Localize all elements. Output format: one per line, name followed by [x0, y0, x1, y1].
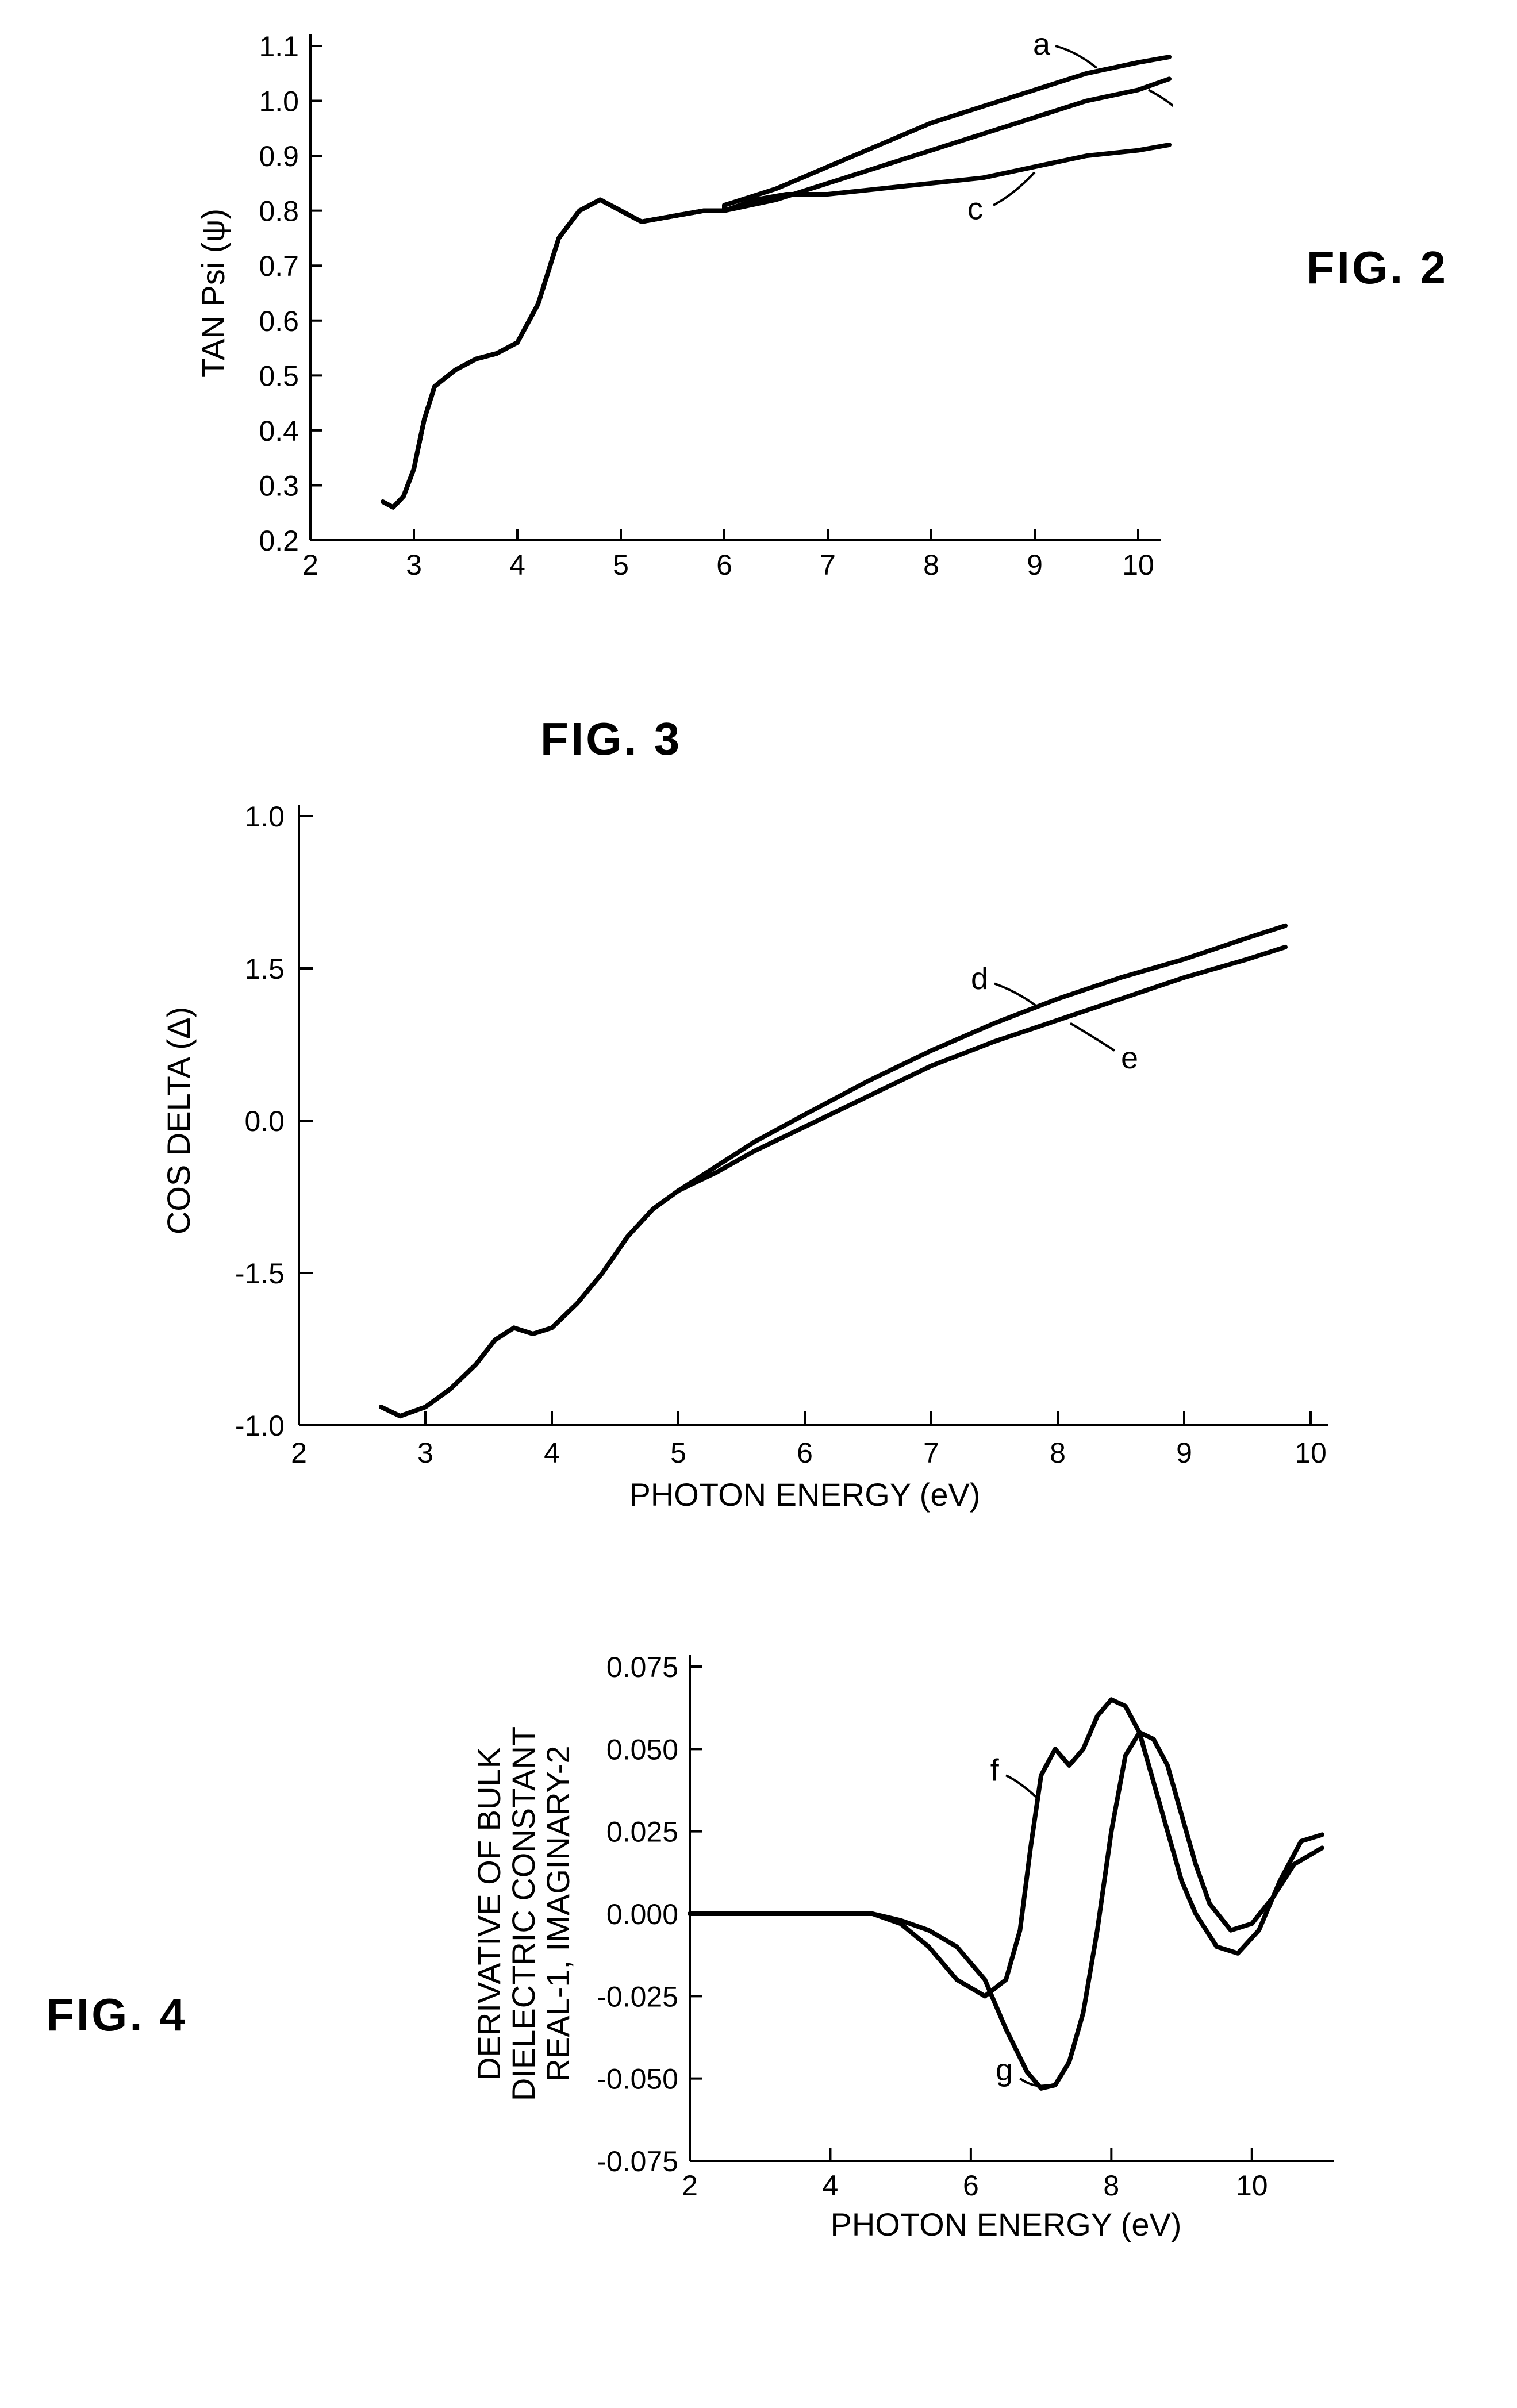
svg-text:0.050: 0.050 — [606, 1733, 678, 1765]
svg-text:0.000: 0.000 — [606, 1898, 678, 1930]
svg-text:-0.025: -0.025 — [597, 1980, 678, 2013]
fig3-series-d — [381, 926, 1285, 1416]
fig2-label-c: c — [967, 192, 983, 226]
svg-text:DIELECTRIC CONSTANT: DIELECTRIC CONSTANT — [505, 1726, 541, 2101]
svg-text:6: 6 — [963, 2169, 979, 2202]
svg-text:8: 8 — [923, 549, 939, 581]
svg-text:4: 4 — [509, 549, 525, 581]
svg-text:2: 2 — [302, 549, 318, 581]
svg-text:REAL-1, IMAGINARY-2: REAL-1, IMAGINARY-2 — [540, 1745, 576, 2082]
svg-text:4: 4 — [544, 1437, 560, 1469]
svg-text:-0.050: -0.050 — [597, 2063, 678, 2095]
svg-text:5: 5 — [613, 549, 629, 581]
svg-text:-1.0: -1.0 — [235, 1410, 285, 1442]
svg-text:2: 2 — [291, 1437, 307, 1469]
svg-text:0.075: 0.075 — [606, 1651, 678, 1683]
svg-text:0.5: 0.5 — [259, 360, 299, 392]
fig3-series-e — [381, 947, 1285, 1416]
svg-text:3: 3 — [406, 549, 422, 581]
svg-text:0.025: 0.025 — [606, 1816, 678, 1848]
svg-text:0.3: 0.3 — [259, 470, 299, 502]
fig2-label: FIG. 2 — [1307, 241, 1448, 294]
fig4-block: FIG. 4 2 4 6 8 10 -0.075 -0.050 -0.025 0.000 0.02… — [23, 1632, 1494, 2264]
svg-text:-1.5: -1.5 — [235, 1257, 285, 1290]
svg-text:6: 6 — [716, 549, 732, 581]
svg-text:-0.075: -0.075 — [597, 2145, 678, 2178]
fig4-series-g — [690, 1733, 1322, 2088]
svg-text:0.4: 0.4 — [259, 415, 299, 447]
svg-text:8: 8 — [1103, 2169, 1119, 2202]
svg-text:8: 8 — [1050, 1437, 1066, 1469]
svg-text:10: 10 — [1122, 549, 1154, 581]
fig2-label-a: a — [1033, 27, 1051, 61]
fig3-label-e: e — [1121, 1041, 1138, 1075]
fig3-chart: 2 3 4 5 6 7 8 9 10 -1.0 -1.5 0.0 1.5 1.0 COS DELTA (Δ)… — [149, 782, 1357, 1529]
svg-text:DERIVATIVE OF BULK: DERIVATIVE OF BULK — [471, 1747, 507, 2080]
svg-text:6: 6 — [797, 1437, 813, 1469]
svg-text:1.5: 1.5 — [244, 953, 285, 985]
svg-text:4: 4 — [823, 2169, 839, 2202]
svg-text:1.0: 1.0 — [259, 86, 299, 118]
svg-text:10: 10 — [1236, 2169, 1268, 2202]
fig4-chart: 2 4 6 8 10 -0.075 -0.050 -0.025 0.000 0.025 0.050 0… — [425, 1632, 1345, 2264]
fig2-series-b — [383, 79, 1169, 507]
fig3-label-d: d — [971, 961, 988, 996]
svg-text:10: 10 — [1295, 1437, 1327, 1469]
fig4-label-f: f — [990, 1753, 1000, 1787]
svg-text:COS DELTA (Δ): COS DELTA (Δ) — [160, 1007, 197, 1234]
svg-text:1.1: 1.1 — [259, 30, 299, 63]
fig2-series-a — [383, 57, 1169, 507]
svg-text:0.0: 0.0 — [244, 1105, 285, 1137]
svg-text:9: 9 — [1176, 1437, 1192, 1469]
svg-text:0.9: 0.9 — [259, 140, 299, 172]
svg-text:9: 9 — [1027, 549, 1043, 581]
svg-text:TAN Psi (ψ): TAN Psi (ψ) — [195, 209, 231, 378]
fig3-block: FIG. 3 2 3 4 5 6 7 8 9 10 -1.0 -1.5 0.0 1.5 1.0 COS DE… — [23, 713, 1494, 1517]
svg-text:0.7: 0.7 — [259, 250, 299, 282]
fig4-label: FIG. 4 — [46, 1988, 187, 2041]
svg-text:2: 2 — [682, 2169, 698, 2202]
fig2-block: 2 3 4 5 6 7 8 9 10 0.2 0.3 0.4 0.5 0.6 0.7 0.8 0.9 1.0 1.1… — [23, 23, 1494, 598]
svg-text:PHOTON ENERGY (eV): PHOTON ENERGY (eV) — [629, 1476, 981, 1513]
svg-text:7: 7 — [820, 549, 836, 581]
svg-text:0.8: 0.8 — [259, 195, 299, 228]
svg-text:PHOTON ENERGY (eV): PHOTON ENERGY (eV) — [831, 2206, 1182, 2242]
svg-text:3: 3 — [417, 1437, 433, 1469]
svg-text:7: 7 — [923, 1437, 939, 1469]
svg-text:0.6: 0.6 — [259, 305, 299, 337]
svg-text:5: 5 — [670, 1437, 686, 1469]
fig3-label: FIG. 3 — [540, 713, 682, 766]
svg-text:0.2: 0.2 — [259, 525, 299, 557]
fig4-series-f — [690, 1699, 1322, 1996]
fig2-chart: 2 3 4 5 6 7 8 9 10 0.2 0.3 0.4 0.5 0.6 0.7 0.8 0.9 1.0 1.1… — [195, 23, 1173, 598]
svg-text:1.0: 1.0 — [244, 801, 285, 833]
fig4-label-g: g — [996, 2053, 1013, 2087]
